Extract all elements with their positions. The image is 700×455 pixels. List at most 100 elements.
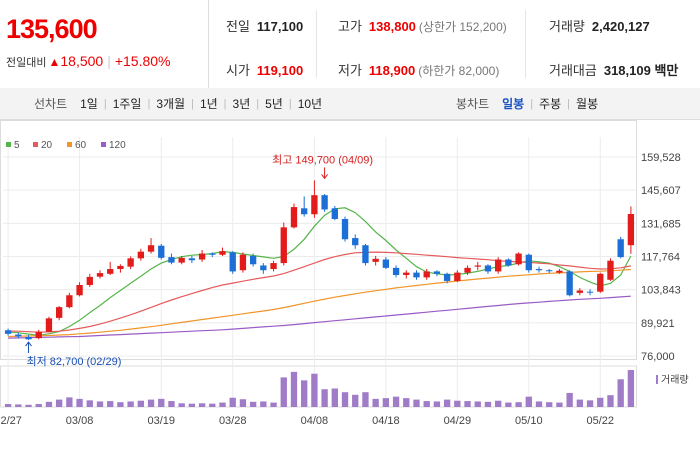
candle-body <box>362 245 369 264</box>
candle-body <box>147 245 155 252</box>
period-1d-button[interactable]: 1일 <box>80 97 98 111</box>
volume-bar <box>382 398 390 407</box>
volume-bar <box>76 398 83 407</box>
period-1y-button[interactable]: 1년 <box>199 97 218 111</box>
candle-body <box>443 273 451 281</box>
legend-label: 20 <box>41 140 53 151</box>
candle-body <box>158 245 165 258</box>
price-box: 135,600 전일대비 ▲18,500 | +15.80% <box>0 0 209 88</box>
high-arrow-head <box>321 174 329 180</box>
candle-body <box>423 271 430 278</box>
stat-value: 118,900 <box>368 63 416 78</box>
candle-body <box>597 273 604 292</box>
volume-bar <box>576 399 584 407</box>
y-tick-label: 89,921 <box>641 318 675 330</box>
candle-body <box>403 272 410 275</box>
y-tick-label: 117,764 <box>641 252 680 264</box>
x-tick-label: 03/28 <box>219 415 247 427</box>
volume-bar <box>239 399 247 407</box>
stat-label: 거래대금 <box>549 63 597 78</box>
period-3m-button[interactable]: 3개월 <box>156 97 186 111</box>
candle-body <box>4 330 12 334</box>
y-tick-label: 103,843 <box>641 285 681 297</box>
legend-label: 60 <box>75 140 87 151</box>
stat-divider <box>316 10 317 78</box>
low-arrow-head <box>25 341 32 347</box>
volume-legend-swatch <box>656 375 658 384</box>
period-10y-button[interactable]: 10년 <box>297 97 323 111</box>
divider: | <box>256 97 260 110</box>
candle-body <box>209 253 216 255</box>
volume-bar <box>607 395 614 407</box>
candle-body <box>270 263 277 270</box>
candle-body <box>35 331 42 339</box>
change-percent: +15.80% <box>114 53 171 69</box>
volume-bar <box>617 379 624 407</box>
period-3y-button[interactable]: 3년 <box>232 97 251 111</box>
volume-bar <box>15 404 22 407</box>
volume-bar <box>127 401 134 407</box>
candle-body <box>382 259 390 268</box>
divider: | <box>530 97 534 110</box>
volume-bar <box>495 400 502 407</box>
stat-value: 117,100 <box>256 19 304 34</box>
volume-bar <box>270 402 277 407</box>
volume-bar <box>454 400 461 407</box>
period-5y-button[interactable]: 5년 <box>265 97 283 111</box>
volume-bar <box>188 403 196 407</box>
candle-body <box>25 336 32 340</box>
candle-body <box>290 207 298 228</box>
volume-bar <box>597 397 604 407</box>
divider: | <box>107 53 111 69</box>
volume-bar <box>474 401 481 407</box>
period-1w-button[interactable]: 1주일 <box>112 97 142 111</box>
volume-bar <box>352 394 359 407</box>
volume-bar <box>464 401 471 407</box>
volume-bar <box>372 398 379 407</box>
candle-body <box>96 273 104 277</box>
candle-body <box>484 265 492 272</box>
divider: | <box>103 97 107 110</box>
stat-amount: 거래대금 318,109 백만 <box>549 60 678 79</box>
candle-body <box>127 258 134 267</box>
monthly-candle-button[interactable]: 월봉 <box>576 97 599 111</box>
candle-body <box>15 334 22 337</box>
stat-label: 거래량 <box>549 19 585 34</box>
change-amount: 18,500 <box>60 53 104 69</box>
x-tick-label: 04/08 <box>301 415 329 427</box>
volume-bar <box>433 401 441 407</box>
candle-body <box>525 254 532 271</box>
divider: | <box>147 97 151 110</box>
candle-body <box>260 265 267 271</box>
volume-bar <box>178 403 185 407</box>
candle-body <box>168 257 175 263</box>
stat-prev-close: 전일 117,100 <box>226 16 303 35</box>
volume-bar <box>137 400 144 407</box>
volume-bar <box>290 371 298 407</box>
candle-body <box>433 271 441 274</box>
candle-body <box>607 260 614 280</box>
weekly-candle-button[interactable]: 주봉 <box>539 97 562 111</box>
candle-body <box>321 195 328 210</box>
stat-open: 시가 119,100 <box>226 60 303 79</box>
price-plot-frame <box>0 120 637 360</box>
volume-bar <box>321 389 328 407</box>
ma-line-20 <box>8 251 632 333</box>
candle-body <box>280 227 287 264</box>
volume-bar <box>25 404 32 407</box>
volume-bar <box>55 399 63 407</box>
stats-panel: 전일 117,100 시가 119,100 고가 138,800 (상한가 152,20… <box>208 0 700 88</box>
ma-line-60 <box>8 268 631 338</box>
volume-label: 거래량 <box>661 374 689 386</box>
ma-line-120 <box>8 295 631 339</box>
x-tick-label: 04/18 <box>372 415 400 427</box>
candle-body <box>311 195 318 215</box>
volume-bar <box>443 399 451 407</box>
candle-body <box>341 219 349 240</box>
daily-candle-button[interactable]: 일봉 <box>502 97 525 111</box>
stat-low: 저가 118,900 (하한가 82,000) <box>338 60 499 79</box>
volume-bar <box>556 402 563 407</box>
candle-body <box>86 276 93 286</box>
volume-bar <box>301 380 308 407</box>
candle-body <box>556 270 563 273</box>
